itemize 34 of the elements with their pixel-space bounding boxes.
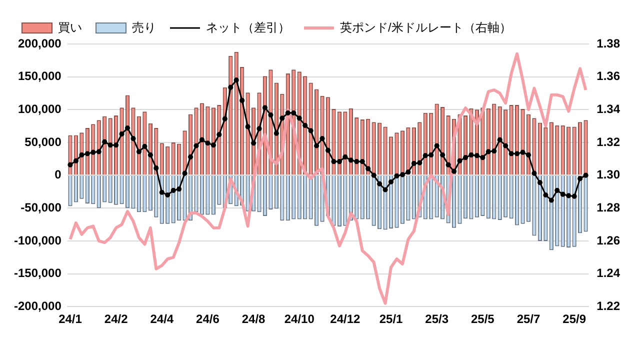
x-tick-label: 24/4: [150, 312, 174, 326]
x-tick-label: 25/1: [379, 312, 404, 326]
y-tick-label: 100,000: [18, 102, 62, 116]
y-tick-label: -150,000: [14, 266, 62, 280]
y2-tick-label: 1.24: [596, 266, 620, 280]
y2-tick-label: 1.36: [596, 69, 620, 84]
y-tick-label: 200,000: [18, 36, 62, 50]
x-tick-label: 25/3: [425, 312, 449, 326]
x-tick-label: 24/2: [104, 312, 128, 326]
y2-tick-label: 1.32: [596, 134, 620, 149]
x-tick-label: 24/6: [196, 312, 220, 326]
x-tick-label: 24/1: [58, 312, 82, 326]
x-tick-label: 24/10: [284, 312, 315, 326]
x-tick-label: 25/5: [470, 312, 495, 326]
legend-label: 買い: [58, 20, 82, 34]
y-tick-label: 50,000: [24, 134, 62, 149]
y-tick-label: 150,000: [18, 69, 62, 84]
y2-tick-label: 1.34: [596, 102, 620, 116]
x-tick-label: 24/8: [242, 312, 266, 326]
y-tick-label: -200,000: [14, 298, 62, 313]
y-tick-label: -100,000: [14, 233, 62, 248]
y2-tick-label: 1.38: [596, 36, 620, 50]
x-tick-label: 24/12: [330, 312, 361, 326]
y2-tick-label: 1.30: [596, 168, 620, 182]
legend-label: 売り: [132, 20, 156, 34]
y2-tick-label: 1.26: [596, 233, 620, 248]
y2-tick-label: 1.22: [596, 298, 620, 313]
legend-label: 英ポンド/米ドルレート（右軸）: [340, 20, 512, 34]
x-tick-label: 25/9: [562, 312, 586, 326]
y2-tick-label: 1.28: [596, 200, 620, 214]
legend-label: ネット（差引）: [206, 20, 290, 34]
y-tick-label: -50,000: [20, 200, 62, 214]
x-tick-label: 25/7: [516, 312, 540, 326]
y-tick-label: 0: [54, 168, 62, 182]
